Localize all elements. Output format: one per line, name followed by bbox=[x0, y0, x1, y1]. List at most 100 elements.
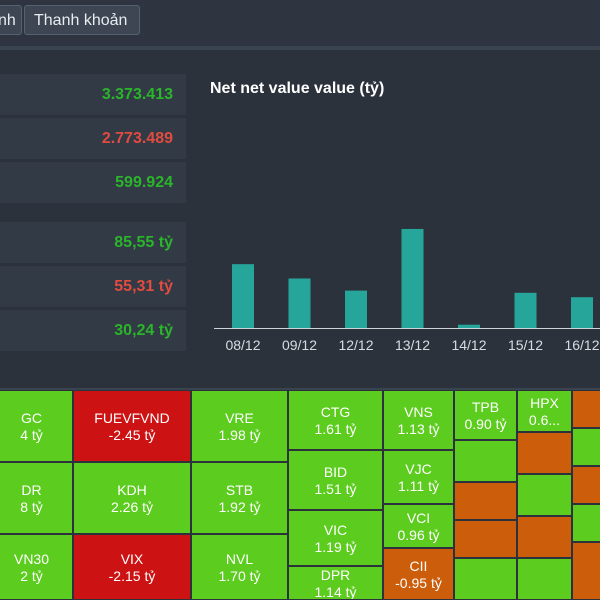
heatmap-ticker: VNS bbox=[404, 404, 433, 420]
heatmap-cell-stb[interactable]: STB 1.92 tỷ bbox=[191, 462, 288, 534]
heatmap-ticker: VRE bbox=[225, 410, 254, 426]
x-tick-label: 08/12 bbox=[225, 337, 260, 353]
stat-value-text: 30,24 tỷ bbox=[114, 322, 173, 339]
heatmap-ticker: STB bbox=[225, 482, 254, 498]
heatmap-ticker: FUEVFVND bbox=[94, 410, 170, 426]
heatmap-cell-bid[interactable]: BID 1.51 tỷ bbox=[288, 450, 383, 510]
heatmap-ticker: VJC bbox=[405, 461, 432, 477]
heatmap-cell-unlabeled[interactable] bbox=[517, 432, 572, 474]
toolbar-divider bbox=[0, 46, 600, 50]
stat-value-text: 2.773.489 bbox=[101, 130, 173, 147]
stat-value-1: 3.373.413 bbox=[0, 74, 186, 115]
heatmap-cell-unlabeled[interactable] bbox=[517, 474, 572, 516]
heatmap-cell-vic[interactable]: VIC 1.19 tỷ bbox=[288, 510, 383, 566]
heatmap-value: 1.70 tỷ bbox=[218, 568, 261, 584]
heatmap-ticker: GC bbox=[21, 410, 42, 426]
stat-value-5: 55,31 tỷ bbox=[0, 266, 186, 307]
x-tick-label: 13/12 bbox=[395, 337, 430, 353]
net-value-chart: Net net value value (tỷ) 08/12 09/12 12/12… bbox=[186, 50, 600, 380]
heatmap-cell-vix[interactable]: VIX -2.15 tỷ bbox=[73, 534, 191, 600]
heatmap-value: 1.19 tỷ bbox=[314, 539, 357, 555]
heatmap-ticker: VN30 bbox=[13, 551, 50, 567]
stat-value-6: 30,24 tỷ bbox=[0, 310, 186, 351]
tab-previous[interactable]: nh bbox=[0, 5, 22, 35]
heatmap-value: -2.15 tỷ bbox=[108, 568, 156, 584]
bar-14/12[interactable] bbox=[458, 324, 480, 328]
heatmap-ticker: KDH bbox=[117, 482, 147, 498]
heatmap-cell-cii[interactable]: CII -0.95 tỷ bbox=[383, 548, 454, 600]
tab-thanh-khoan[interactable]: Thanh khoản bbox=[24, 5, 140, 35]
heatmap-cell-unlabeled[interactable] bbox=[572, 428, 600, 466]
x-tick-label: 14/12 bbox=[451, 337, 486, 353]
heatmap-cell-vci[interactable]: VCI 0.96 tỷ bbox=[383, 504, 454, 548]
heatmap-value: 1.11 tỷ bbox=[398, 478, 439, 494]
heatmap-cell-tpb[interactable]: TPB 0.90 tỷ bbox=[454, 390, 517, 440]
heatmap-cell-unlabeled[interactable] bbox=[454, 440, 517, 482]
heatmap-cell-vre[interactable]: VRE 1.98 tỷ bbox=[191, 390, 288, 462]
heatmap-divider bbox=[0, 388, 600, 390]
heatmap-ticker: DPR bbox=[320, 567, 351, 583]
heatmap-cell-unlabeled[interactable] bbox=[572, 504, 600, 542]
heatmap-value: 1.51 tỷ bbox=[314, 481, 357, 497]
heatmap-cell-vn30[interactable]: VN30 2 tỷ bbox=[0, 534, 73, 600]
bar-16/12[interactable] bbox=[571, 297, 593, 328]
heatmap-ticker: CII bbox=[409, 558, 428, 574]
heatmap-value: 2 tỷ bbox=[20, 568, 43, 584]
heatmap-ticker: VCI bbox=[406, 510, 431, 526]
heatmap-value: 8 tỷ bbox=[20, 499, 43, 515]
heatmap-ticker: DR bbox=[21, 482, 42, 498]
stat-value-text: 3.373.413 bbox=[101, 86, 173, 103]
heatmap-cell-unlabeled[interactable] bbox=[454, 520, 517, 558]
heatmap-cell-unlabeled[interactable] bbox=[517, 516, 572, 558]
bar-13/12[interactable] bbox=[401, 228, 424, 328]
heatmap-cell-gc[interactable]: GC 4 tỷ bbox=[0, 390, 73, 462]
top-toolbar: nh Thanh khoản bbox=[0, 0, 600, 46]
heatmap-value: -0.95 tỷ bbox=[395, 575, 442, 591]
chart-plot: 08/12 09/12 12/12 13/12 14/12 15/12 16/12 bbox=[214, 228, 600, 353]
heatmap-cell-unlabeled[interactable] bbox=[572, 390, 600, 428]
bar-08/12[interactable] bbox=[232, 264, 254, 328]
heatmap-cell-unlabeled[interactable] bbox=[454, 482, 517, 520]
heatmap-cell-unlabeled[interactable] bbox=[454, 558, 517, 600]
heatmap-value: 0.90 tỷ bbox=[464, 416, 507, 432]
heatmap-value: 1.92 tỷ bbox=[218, 499, 261, 515]
heatmap-value: -2.45 tỷ bbox=[108, 427, 156, 443]
heatmap-cell-ctg[interactable]: CTG 1.61 tỷ bbox=[288, 390, 383, 450]
heatmap-value: 1.98 tỷ bbox=[218, 427, 261, 443]
x-tick-label: 15/12 bbox=[508, 337, 543, 353]
heatmap-ticker: NVL bbox=[225, 551, 254, 567]
x-tick-label: 12/12 bbox=[338, 337, 373, 353]
heatmap-cell-vns[interactable]: VNS 1.13 tỷ bbox=[383, 390, 454, 450]
heatmap-cell-unlabeled[interactable] bbox=[517, 558, 572, 600]
heatmap-cell-vjc[interactable]: VJC 1.11 tỷ bbox=[383, 450, 454, 504]
heatmap-cell-dr[interactable]: DR 8 tỷ bbox=[0, 462, 73, 534]
heatmap-cell-fuevfvnd[interactable]: FUEVFVND -2.45 tỷ bbox=[73, 390, 191, 462]
heatmap-ticker: TPB bbox=[471, 399, 500, 415]
chart-title: Net net value value (tỷ) bbox=[210, 80, 385, 97]
heatmap-ticker: CTG bbox=[320, 404, 351, 420]
heatmap-cell-kdh[interactable]: KDH 2.26 tỷ bbox=[73, 462, 191, 534]
heatmap-value: 1.61 tỷ bbox=[314, 421, 357, 437]
heatmap-value: 2.26 tỷ bbox=[110, 499, 154, 515]
stat-value-3: 599.924 bbox=[0, 162, 186, 203]
heatmap-cell-unlabeled[interactable] bbox=[572, 542, 600, 600]
heatmap-cell-dpr[interactable]: DPR 1.14 tỷ bbox=[288, 566, 383, 600]
heatmap-cell-nvl[interactable]: NVL 1.70 tỷ bbox=[191, 534, 288, 600]
heatmap-ticker: BID bbox=[323, 464, 348, 480]
heatmap-ticker: VIC bbox=[323, 522, 348, 538]
stat-value-4: 85,55 tỷ bbox=[0, 222, 186, 263]
heatmap-value: 4 tỷ bbox=[20, 427, 43, 443]
heatmap-cell-unlabeled[interactable] bbox=[572, 466, 600, 504]
heatmap-value: 0.6... bbox=[528, 412, 561, 428]
bar-15/12[interactable] bbox=[514, 292, 537, 328]
bar-09/12[interactable] bbox=[288, 278, 311, 328]
stat-value-text: 85,55 tỷ bbox=[114, 234, 173, 251]
x-tick-label: 09/12 bbox=[282, 337, 317, 353]
x-tick-label: 16/12 bbox=[564, 337, 599, 353]
heatmap-ticker: HPX bbox=[530, 395, 559, 411]
heatmap-ticker: VIX bbox=[120, 551, 144, 567]
heatmap-value: 1.13 tỷ bbox=[397, 421, 440, 437]
stat-value-2: 2.773.489 bbox=[0, 118, 186, 159]
heatmap-cell-hpx[interactable]: HPX 0.6... bbox=[517, 390, 572, 432]
bar-12/12[interactable] bbox=[345, 290, 367, 328]
